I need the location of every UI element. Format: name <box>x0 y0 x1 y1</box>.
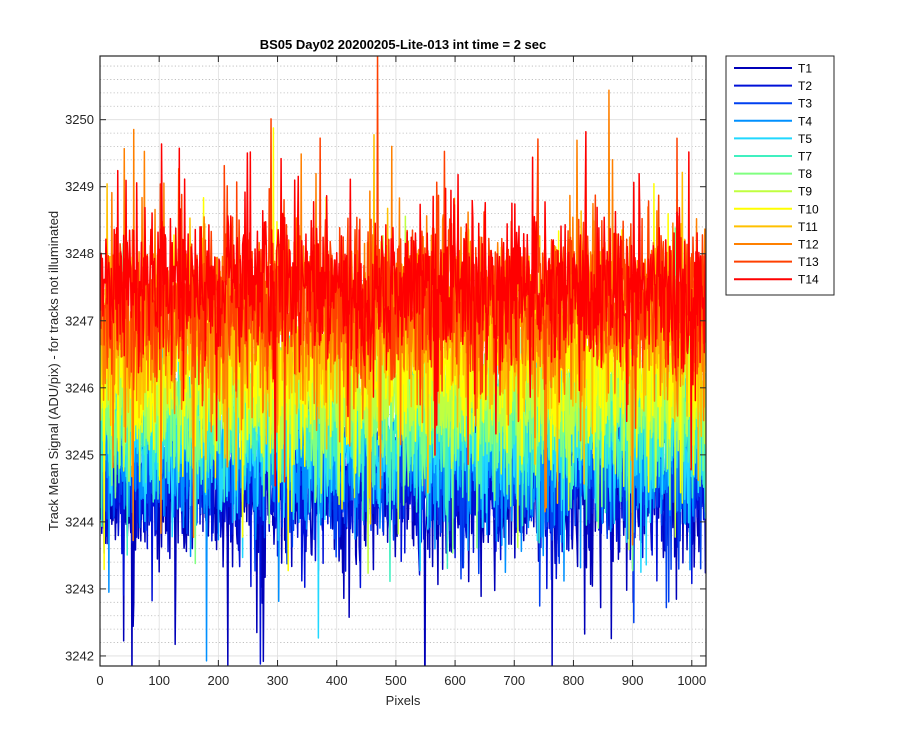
x-tick-label: 500 <box>385 673 407 688</box>
legend-label-t7: T7 <box>798 150 812 164</box>
plot-border <box>99 55 707 667</box>
legend-label-t3: T3 <box>798 97 812 111</box>
x-tick-label: 600 <box>444 673 466 688</box>
legend-label-t12: T12 <box>798 238 819 252</box>
legend-label-t8: T8 <box>798 167 812 181</box>
x-tick-label: 900 <box>622 673 644 688</box>
legend-label-t9: T9 <box>798 185 812 199</box>
legend-label-t1: T1 <box>798 62 812 76</box>
y-tick-label: 3243 <box>65 581 94 596</box>
series-lines <box>100 56 706 666</box>
y-tick-label: 3247 <box>65 313 94 328</box>
x-tick-label: 800 <box>563 673 585 688</box>
y-tick-label: 3242 <box>65 648 94 663</box>
legend-label-t13: T13 <box>798 255 819 269</box>
x-tick-label: 100 <box>148 673 170 688</box>
x-tick-label: 200 <box>208 673 230 688</box>
y-axis-label: Track Mean Signal (ADU/pix) - for tracks… <box>46 211 61 531</box>
y-tick-label: 3245 <box>65 447 94 462</box>
x-tick-label: 300 <box>267 673 289 688</box>
legend-label-t4: T4 <box>798 114 812 128</box>
legend-label-t2: T2 <box>798 79 812 93</box>
legend-label-t10: T10 <box>798 202 819 216</box>
legend-label-t11: T11 <box>798 220 818 234</box>
x-tick-label: 700 <box>503 673 525 688</box>
x-axis: 0 100 200 300 400 500 600 700 800 900 1000 <box>96 56 706 688</box>
y-tick-label: 3248 <box>65 246 94 261</box>
y-axis: 3242 3243 3244 3245 3246 3247 3248 3249 3250 <box>65 112 706 663</box>
x-tick-label: 1000 <box>677 673 706 688</box>
legend-entries: T1 T2 T3 T4 T5 T7 T8 T9 T10 T11 T12 T13 T14 <box>734 62 819 287</box>
legend-label-t14: T14 <box>798 273 819 287</box>
y-tick-label: 3250 <box>65 112 94 127</box>
y-tick-label: 3249 <box>65 179 94 194</box>
legend-label-t5: T5 <box>798 132 812 146</box>
x-tick-label: 0 <box>96 673 103 688</box>
x-axis-label: Pixels <box>386 693 421 708</box>
y-tick-label: 3246 <box>65 380 94 395</box>
series-line-t14 <box>100 131 706 487</box>
y-tick-label: 3244 <box>65 514 94 529</box>
legend-box <box>725 55 835 296</box>
legend[interactable]: T1 T2 T3 T4 T5 T7 T8 T9 T10 T11 T12 T13 T14 <box>725 55 835 296</box>
x-tick-label: 400 <box>326 673 348 688</box>
chart-title: BS05 Day02 20200205-Lite-013 int time = … <box>260 37 547 52</box>
